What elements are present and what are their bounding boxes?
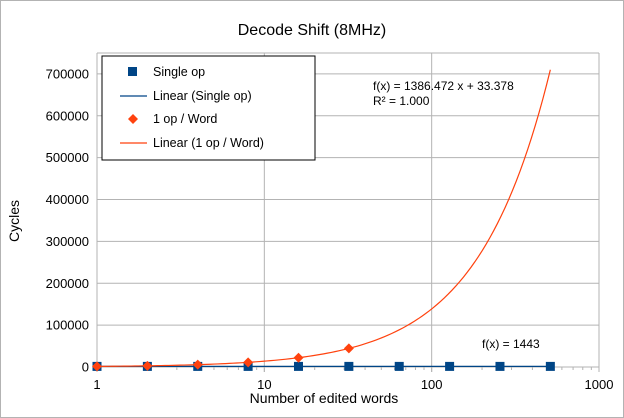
point-single-op	[445, 361, 455, 371]
x-tick-label: 10	[257, 377, 271, 392]
point-1-op-per-word	[142, 360, 153, 371]
point-single-op	[545, 361, 555, 371]
x-axis-title: Number of edited words	[250, 390, 399, 406]
tick-label-layer: 0 100000 200000 300000 400000 500000 600000 700…	[46, 66, 614, 392]
legend-label-linear-1-op-per-word: Linear (1 op / Word)	[153, 136, 264, 150]
y-tick-label: 200000	[46, 276, 89, 291]
y-tick-label: 0	[82, 360, 89, 375]
trendline-1	[96, 69, 551, 368]
point-1-op-per-word	[192, 359, 203, 370]
y-tick-label: 400000	[46, 192, 89, 207]
legend: Single op Linear (Single op) 1 op / Word…	[101, 55, 316, 161]
point-1-op-per-word	[293, 352, 304, 363]
y-tick-label: 700000	[46, 66, 89, 81]
trendline-layer	[96, 69, 551, 368]
y-tick-label: 500000	[46, 150, 89, 165]
point-single-op	[495, 361, 505, 371]
x-tick-label: 100	[421, 377, 443, 392]
trendline-equation-single-op: f(x) = 1443	[482, 337, 540, 351]
point-1-op-per-word	[343, 343, 354, 354]
point-1-op-per-word	[92, 361, 102, 372]
point-1-op-per-word	[243, 357, 254, 368]
y-tick-label: 100000	[46, 318, 89, 333]
legend-label-1-op-per-word: 1 op / Word	[153, 112, 217, 126]
legend-marker-1-op-per-word	[128, 114, 138, 124]
x-tick-label: 1000	[585, 377, 614, 392]
point-single-op	[293, 361, 303, 371]
legend-label-single-op: Single op	[153, 65, 205, 79]
point-single-op	[344, 361, 354, 371]
y-tick-label: 300000	[46, 234, 89, 249]
legend-marker-single-op	[128, 67, 137, 76]
y-axis-title: Cycles	[6, 200, 22, 242]
point-single-op	[394, 361, 404, 371]
chart-title: Decode Shift (8MHz)	[238, 22, 387, 39]
marker-layer	[92, 343, 555, 372]
x-tick-label: 1	[93, 377, 100, 392]
legend-label-linear-single-op: Linear (Single op)	[153, 89, 252, 103]
trendline-equation-1-op-per-word: f(x) = 1386.472 x + 33.378	[373, 79, 514, 93]
y-tick-label: 600000	[46, 108, 89, 123]
trendline-r-squared-1-op-per-word: R² = 1.000	[373, 94, 430, 108]
